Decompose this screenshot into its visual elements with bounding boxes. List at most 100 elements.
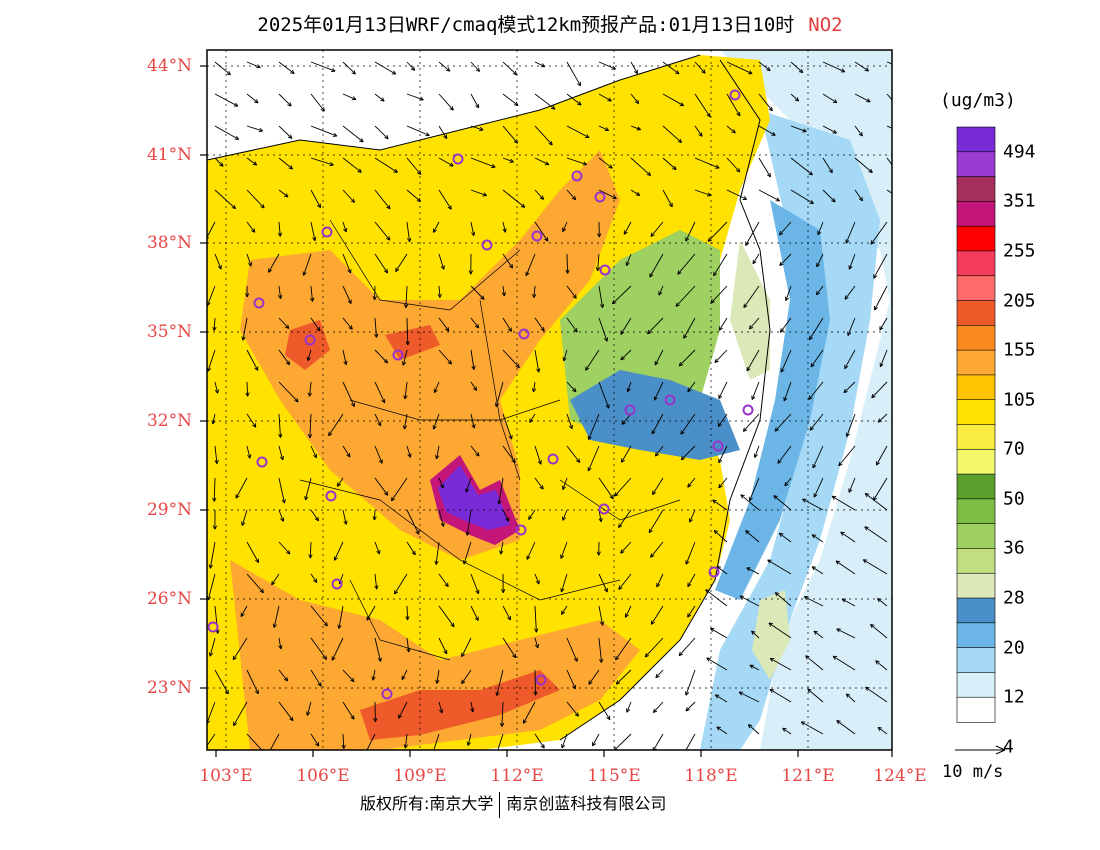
wind-arrow-head [287, 324, 290, 329]
wind-arrow-head [710, 301, 715, 304]
wind-arrow [717, 413, 728, 427]
wind-arrow [374, 189, 391, 210]
wind-arrow-head [435, 679, 438, 684]
wind-arrow [342, 445, 351, 458]
wind-arrow-head [260, 206, 265, 209]
colorbar-label: 70 [1003, 438, 1025, 460]
wind-arrow [712, 499, 728, 511]
wind-arrow-head [654, 397, 658, 401]
wind-arrow-head [475, 105, 479, 109]
wind-arrow [802, 498, 824, 511]
wind-arrow-head [483, 192, 488, 196]
wind-arrow [683, 317, 696, 339]
wind-arrow-head [405, 341, 409, 346]
wind-arrow-head [540, 328, 545, 332]
wind-arrow [214, 157, 224, 167]
wind-arrow [391, 477, 408, 502]
wind-arrow [598, 573, 608, 593]
wind-arrow-head [620, 358, 625, 361]
wind-arrow-head [816, 292, 821, 296]
wind-arrow-head [844, 295, 847, 300]
wind-arrow [466, 509, 472, 536]
wind-arrow [648, 509, 664, 533]
wind-arrow [470, 445, 480, 457]
wind-arrow [662, 189, 673, 208]
wind-arrow-head [465, 489, 470, 493]
wind-arrow [655, 669, 664, 679]
wind-arrow-head [501, 292, 505, 297]
wind-arrow [240, 605, 248, 617]
city-marker [531, 230, 543, 242]
wind-arrow [310, 61, 336, 72]
wind-arrow [687, 477, 696, 488]
wind-arrow [774, 413, 792, 432]
wind-arrow-head [877, 420, 883, 423]
wind-arrow [470, 93, 480, 109]
wind-arrow-head [626, 709, 631, 713]
wind-arrow-head [502, 228, 506, 233]
wind-arrow [653, 733, 664, 750]
wind-arrow-head [313, 454, 317, 459]
wind-arrow-head [207, 596, 212, 601]
wind-arrow-head [285, 362, 290, 366]
wind-arrow-head [316, 328, 321, 332]
wind-arrow [758, 93, 773, 112]
wind-arrow-head [611, 299, 615, 304]
colorbar-swatch [956, 647, 996, 674]
wind-arrow-head [766, 69, 771, 72]
wind-arrow [845, 693, 856, 703]
wind-arrow-head [376, 333, 379, 338]
wind-arrow-head [767, 559, 771, 564]
wind-arrow-head [361, 138, 364, 143]
wind-arrow-head [388, 236, 391, 241]
wind-arrow-head [317, 742, 320, 747]
wind-arrow-head [212, 525, 216, 530]
wind-arrow-head [812, 534, 817, 536]
wind-arrow [246, 125, 263, 132]
wind-arrow-head [212, 326, 215, 331]
wind-arrow [502, 253, 513, 269]
wind-arrow-head [597, 233, 600, 238]
colorbar-label: 105 [1003, 389, 1036, 411]
wind-arrow-head [410, 68, 415, 71]
wind-arrow-head [588, 680, 590, 685]
wind-arrow-head [774, 592, 778, 597]
wind-arrow [566, 669, 576, 690]
city-marker [729, 89, 741, 101]
wind-arrow-head [286, 552, 291, 555]
city-marker [321, 226, 333, 238]
wind-arrow-head [314, 518, 319, 522]
wind-arrow-head [836, 628, 840, 633]
wind-arrow-head [749, 497, 753, 502]
wind-arrow-head [254, 161, 258, 166]
wind-arrow-head [371, 676, 374, 681]
wind-arrow-head [865, 686, 868, 691]
wind-arrow-head [709, 112, 711, 117]
wind-arrow [710, 285, 728, 304]
wind-arrow-head [618, 585, 621, 590]
wind-arrow-head [805, 655, 808, 660]
wind-arrow-head [420, 96, 424, 101]
wind-arrow-head [395, 168, 398, 173]
wind-arrow-head [774, 427, 777, 432]
wind-arrow [598, 125, 609, 131]
wind-arrow-head [522, 203, 526, 208]
wind-arrow-head [783, 397, 788, 402]
wind-arrow [463, 541, 472, 565]
wind-arrow-head [315, 743, 320, 747]
wind-arrow-head [308, 554, 311, 559]
wind-arrow-head [811, 200, 814, 204]
wind-arrow-head [654, 452, 657, 457]
wind-arrow-head [637, 191, 641, 196]
wind-arrow-head [588, 682, 593, 685]
lat-label: 26°N [146, 589, 192, 609]
wind-arrow [278, 61, 295, 74]
wind-arrow-head [808, 173, 813, 176]
wind-arrow-head [731, 131, 736, 134]
wind-arrow-head [714, 529, 719, 532]
wind-arrow [467, 733, 472, 746]
wind-arrow-head [495, 691, 498, 696]
wind-arrow-head [447, 582, 449, 587]
wind-arrow [877, 413, 888, 423]
wind-arrow-head [348, 327, 353, 330]
